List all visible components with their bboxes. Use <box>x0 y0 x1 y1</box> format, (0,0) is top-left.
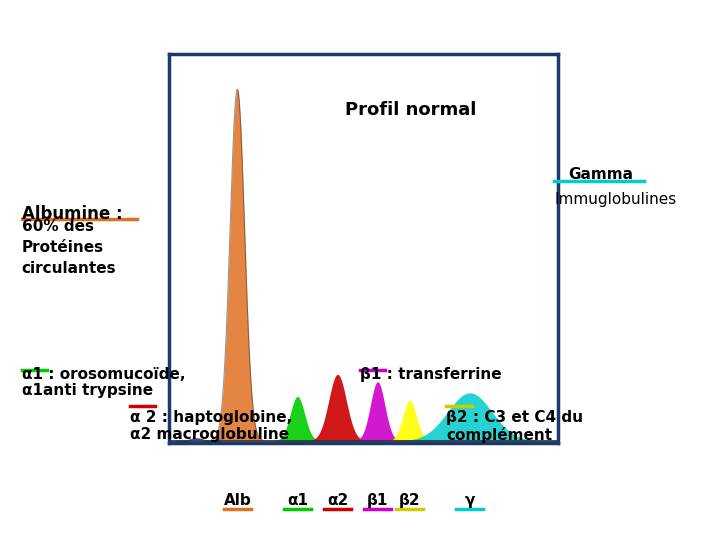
Text: β1 : transferrine: β1 : transferrine <box>360 367 502 382</box>
Text: Profil normal: Profil normal <box>345 100 476 119</box>
Text: complément: complément <box>446 427 552 443</box>
Text: Gamma: Gamma <box>569 167 634 183</box>
Text: β2: β2 <box>399 494 420 508</box>
Text: Albumine :: Albumine : <box>22 205 122 223</box>
Text: α1 : orosomucoïde,: α1 : orosomucoïde, <box>22 367 185 382</box>
Text: α 2 : haptoglobine,: α 2 : haptoglobine, <box>130 410 292 426</box>
Text: α1: α1 <box>287 494 308 508</box>
Text: α2 macroglobuline: α2 macroglobuline <box>130 427 289 442</box>
Text: β2 : C3 et C4 du: β2 : C3 et C4 du <box>446 410 583 426</box>
Text: Immuglobulines: Immuglobulines <box>554 192 677 207</box>
Text: 60% des
Protéines
circulantes: 60% des Protéines circulantes <box>22 219 116 276</box>
Text: β1: β1 <box>367 494 388 508</box>
Text: α2: α2 <box>327 494 348 508</box>
Text: α1anti trypsine: α1anti trypsine <box>22 383 153 399</box>
Text: γ: γ <box>464 494 475 508</box>
Text: Alb: Alb <box>223 494 251 508</box>
